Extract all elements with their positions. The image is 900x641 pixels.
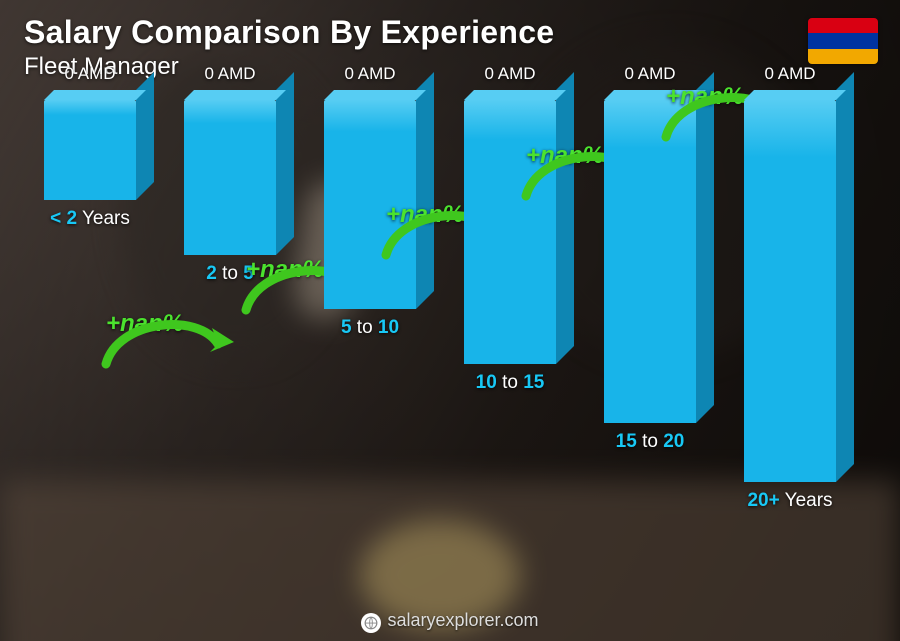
bar-category-label: 15 to 20 [616, 431, 685, 453]
bar-category-label: 20+ Years [747, 490, 832, 512]
bar-value-label: 0 AMD [306, 64, 435, 84]
chart-title: Salary Comparison By Experience [24, 14, 554, 51]
bar-group: +nan%0 AMD15 to 20 [580, 100, 720, 555]
footer-text: salaryexplorer.com [387, 610, 538, 630]
flag-stripe [808, 18, 878, 33]
bar-value-label: 0 AMD [446, 64, 575, 84]
bar: 0 AMD [44, 100, 136, 200]
flag-stripe [808, 33, 878, 48]
bars-container: 0 AMD< 2 Years+nan%0 AMD2 to 5+nan%0 AMD… [20, 100, 860, 555]
bar-chart: 0 AMD< 2 Years+nan%0 AMD2 to 5+nan%0 AMD… [20, 100, 860, 581]
chart-canvas: Salary Comparison By Experience Fleet Ma… [0, 0, 900, 641]
bar: 0 AMD [464, 100, 556, 364]
bar-value-label: 0 AMD [166, 64, 295, 84]
bar-group: +nan%0 AMD20+ Years [720, 100, 860, 555]
country-flag-armenia [808, 18, 878, 64]
bar: 0 AMD [744, 100, 836, 482]
bar-group: +nan%0 AMD5 to 10 [300, 100, 440, 555]
bar: 0 AMD [604, 100, 696, 423]
bar-value-label: 0 AMD [726, 64, 855, 84]
bar-group: +nan%0 AMD10 to 15 [440, 100, 580, 555]
bar-category-label: 5 to 10 [341, 317, 399, 339]
bar-value-label: 0 AMD [26, 64, 155, 84]
bar-category-label: 2 to 5 [206, 263, 254, 285]
flag-stripe [808, 49, 878, 64]
bar-category-label: 10 to 15 [476, 372, 545, 394]
bar-group: +nan%0 AMD2 to 5 [160, 100, 300, 555]
bar-value-label: 0 AMD [586, 64, 715, 84]
bar-group: 0 AMD < 2 Years [20, 100, 160, 555]
globe-icon [361, 613, 381, 633]
bar: 0 AMD [324, 100, 416, 309]
footer-attribution: salaryexplorer.com [0, 610, 900, 633]
bar-category-label: < 2 Years [50, 208, 130, 230]
bar: 0 AMD [184, 100, 276, 255]
